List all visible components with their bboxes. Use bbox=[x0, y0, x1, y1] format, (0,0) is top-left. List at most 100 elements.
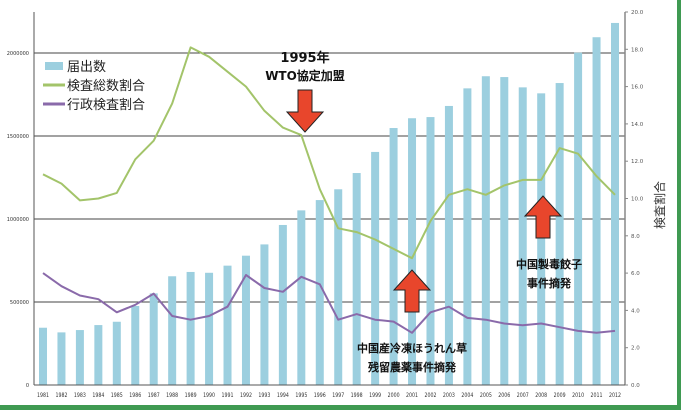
x-tick-label: 1982 bbox=[55, 391, 67, 399]
x-tick-label: 2011 bbox=[591, 391, 603, 399]
bar bbox=[426, 117, 435, 386]
x-tick-label: 1991 bbox=[222, 391, 234, 399]
legend-swatch-bar bbox=[45, 62, 63, 70]
right-tick-label: 10.0 bbox=[631, 197, 644, 203]
annotation-text: 中国産冷凍ほうれん草 bbox=[357, 341, 467, 355]
annotation-text: 残留農薬事件摘発 bbox=[368, 360, 457, 374]
right-tick-label: 12.0 bbox=[631, 159, 644, 165]
left-tick-label: 1000000 bbox=[7, 217, 29, 223]
left-tick-label: 2000000 bbox=[7, 51, 29, 57]
bar bbox=[518, 87, 527, 385]
bar bbox=[112, 321, 121, 385]
bar bbox=[94, 325, 103, 385]
bar bbox=[444, 105, 453, 385]
bar bbox=[186, 271, 195, 385]
x-tick-label: 2006 bbox=[498, 391, 510, 399]
x-tick-label: 2005 bbox=[480, 391, 492, 399]
x-tick-label: 1992 bbox=[240, 391, 252, 399]
x-tick-label: 1998 bbox=[351, 391, 363, 399]
bar bbox=[555, 83, 564, 386]
annotation-text: WTO協定加盟 bbox=[265, 68, 345, 83]
bar bbox=[500, 77, 509, 385]
x-tick-label: 1993 bbox=[258, 391, 270, 399]
x-tick-label: 2009 bbox=[554, 391, 566, 399]
bar bbox=[168, 276, 177, 385]
bar bbox=[75, 330, 84, 385]
bar bbox=[389, 128, 398, 386]
arrow-up-icon bbox=[392, 269, 432, 313]
bar bbox=[223, 265, 232, 385]
right-tick-label: 16.0 bbox=[631, 85, 644, 91]
x-tick-label: 1999 bbox=[369, 391, 381, 399]
legend-label: 届出数 bbox=[67, 60, 106, 75]
x-tick-label: 1981 bbox=[37, 391, 49, 399]
bar bbox=[574, 52, 583, 385]
x-tick-label: 1990 bbox=[203, 391, 215, 399]
bar bbox=[611, 22, 619, 385]
bar bbox=[334, 189, 343, 385]
x-tick-label: 2008 bbox=[535, 391, 547, 399]
left-tick-label: 500000 bbox=[10, 300, 29, 306]
bar bbox=[408, 118, 417, 385]
x-tick-label: 1988 bbox=[166, 391, 178, 399]
x-tick-label: 1995 bbox=[295, 391, 307, 399]
annotation-text: 1995年 bbox=[280, 50, 329, 66]
x-tick-label: 1997 bbox=[332, 391, 344, 399]
series-line bbox=[42, 272, 616, 334]
bar bbox=[205, 272, 214, 385]
x-tick-label: 2003 bbox=[443, 391, 455, 399]
left-tick-label: 0 bbox=[26, 383, 29, 389]
bar bbox=[297, 210, 306, 385]
right-tick-label: 14.0 bbox=[631, 122, 644, 128]
bar bbox=[260, 244, 269, 385]
bar-series-todokede bbox=[39, 22, 619, 386]
line-series bbox=[42, 46, 616, 334]
axes: 0 500000 1000000 1500000 2000000 1981 1982 1983… bbox=[7, 10, 667, 399]
annotation-text: 事件摘発 bbox=[527, 276, 572, 290]
x-tick-label: 2010 bbox=[572, 391, 584, 399]
bar bbox=[481, 76, 490, 386]
x-tick-label: 1996 bbox=[314, 391, 326, 399]
x-tick-label: 1983 bbox=[74, 391, 86, 399]
x-tick-label: 1985 bbox=[111, 391, 123, 399]
bar bbox=[39, 327, 47, 385]
right-tick-label: 8.0 bbox=[631, 234, 640, 240]
x-tick-label: 2004 bbox=[461, 391, 473, 399]
legend-label: 行政検査割合 bbox=[67, 97, 145, 113]
right-tick-label: 0.0 bbox=[631, 383, 640, 389]
arrow-down-icon bbox=[285, 89, 325, 133]
right-tick-label: 6.0 bbox=[631, 271, 640, 277]
bar bbox=[278, 224, 287, 385]
x-tick-label: 1986 bbox=[129, 391, 141, 399]
x-tick-label: 1984 bbox=[92, 391, 104, 399]
bar bbox=[241, 255, 250, 385]
x-tick-label: 2012 bbox=[609, 391, 621, 399]
x-tick-label: 1994 bbox=[277, 391, 289, 399]
legend-label: 検査総数割合 bbox=[67, 78, 145, 94]
bar bbox=[57, 332, 66, 385]
bar bbox=[592, 37, 601, 385]
bar bbox=[463, 88, 472, 385]
bar bbox=[131, 305, 140, 385]
series-line bbox=[42, 46, 616, 260]
bar bbox=[149, 293, 158, 385]
bar bbox=[371, 151, 380, 385]
arrow-up-icon bbox=[523, 195, 563, 239]
x-tick-label: 2002 bbox=[424, 391, 436, 399]
x-tick-label: 1989 bbox=[185, 391, 197, 399]
right-tick-label: 2.0 bbox=[631, 346, 640, 352]
right-tick-label: 20.0 bbox=[631, 10, 644, 16]
right-tick-label: 4.0 bbox=[631, 308, 640, 314]
x-tick-label: 2000 bbox=[388, 391, 400, 399]
bar bbox=[315, 200, 324, 385]
bar bbox=[537, 93, 546, 385]
annotation-text: 中国製毒餃子 bbox=[516, 257, 582, 271]
right-tick-label: 18.0 bbox=[631, 47, 644, 53]
x-tick-label: 1987 bbox=[148, 391, 160, 399]
x-tick-label: 2007 bbox=[517, 391, 529, 399]
bar bbox=[352, 173, 361, 385]
left-tick-label: 1500000 bbox=[7, 134, 29, 140]
